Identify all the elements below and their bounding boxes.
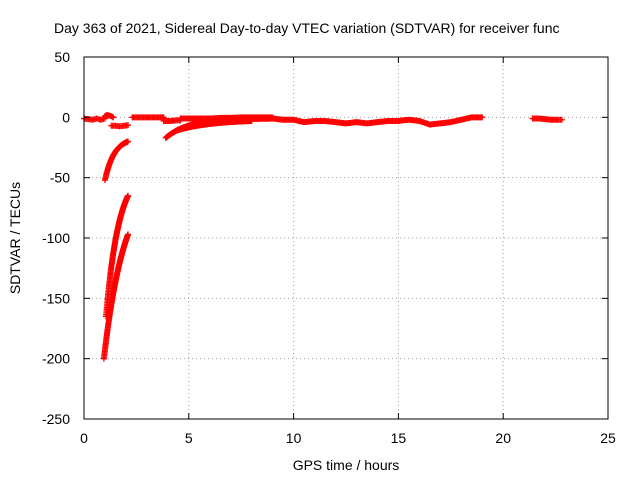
data-point	[125, 231, 132, 238]
chart-title: Day 363 of 2021, Sidereal Day-to-day VTE…	[54, 20, 560, 36]
data-point	[110, 114, 117, 121]
data-point	[248, 117, 255, 124]
data-point	[125, 122, 132, 129]
data-point	[269, 115, 276, 122]
y-tick-label: -100	[42, 230, 70, 246]
y-tick-label: -200	[42, 351, 70, 367]
x-tick-label: 20	[495, 430, 511, 446]
y-axis-label: SDTVAR / TECUs	[7, 182, 23, 294]
x-tick-label: 25	[600, 430, 616, 446]
data-point	[125, 138, 132, 145]
y-tick-label: -250	[42, 411, 70, 427]
x-tick-label: 0	[80, 430, 88, 446]
x-tick-label: 15	[391, 430, 407, 446]
data-point	[479, 114, 486, 121]
x-tick-label: 10	[286, 430, 302, 446]
plot-frame	[83, 56, 609, 420]
y-tick-label: 50	[54, 49, 70, 65]
data-point	[558, 116, 565, 123]
x-axis-label: GPS time / hours	[293, 457, 400, 473]
data-points	[81, 111, 565, 362]
y-tick-label: -50	[50, 170, 70, 186]
y-tick-label: -150	[42, 290, 70, 306]
data-point	[125, 192, 132, 199]
y-tick-label: 0	[62, 109, 70, 125]
x-tick-label: 5	[185, 430, 193, 446]
grid-layer	[84, 57, 608, 419]
tick-layer: 0 5 10 15 20 25 -250 -200 -150 -100 -50 0 50	[42, 49, 616, 446]
